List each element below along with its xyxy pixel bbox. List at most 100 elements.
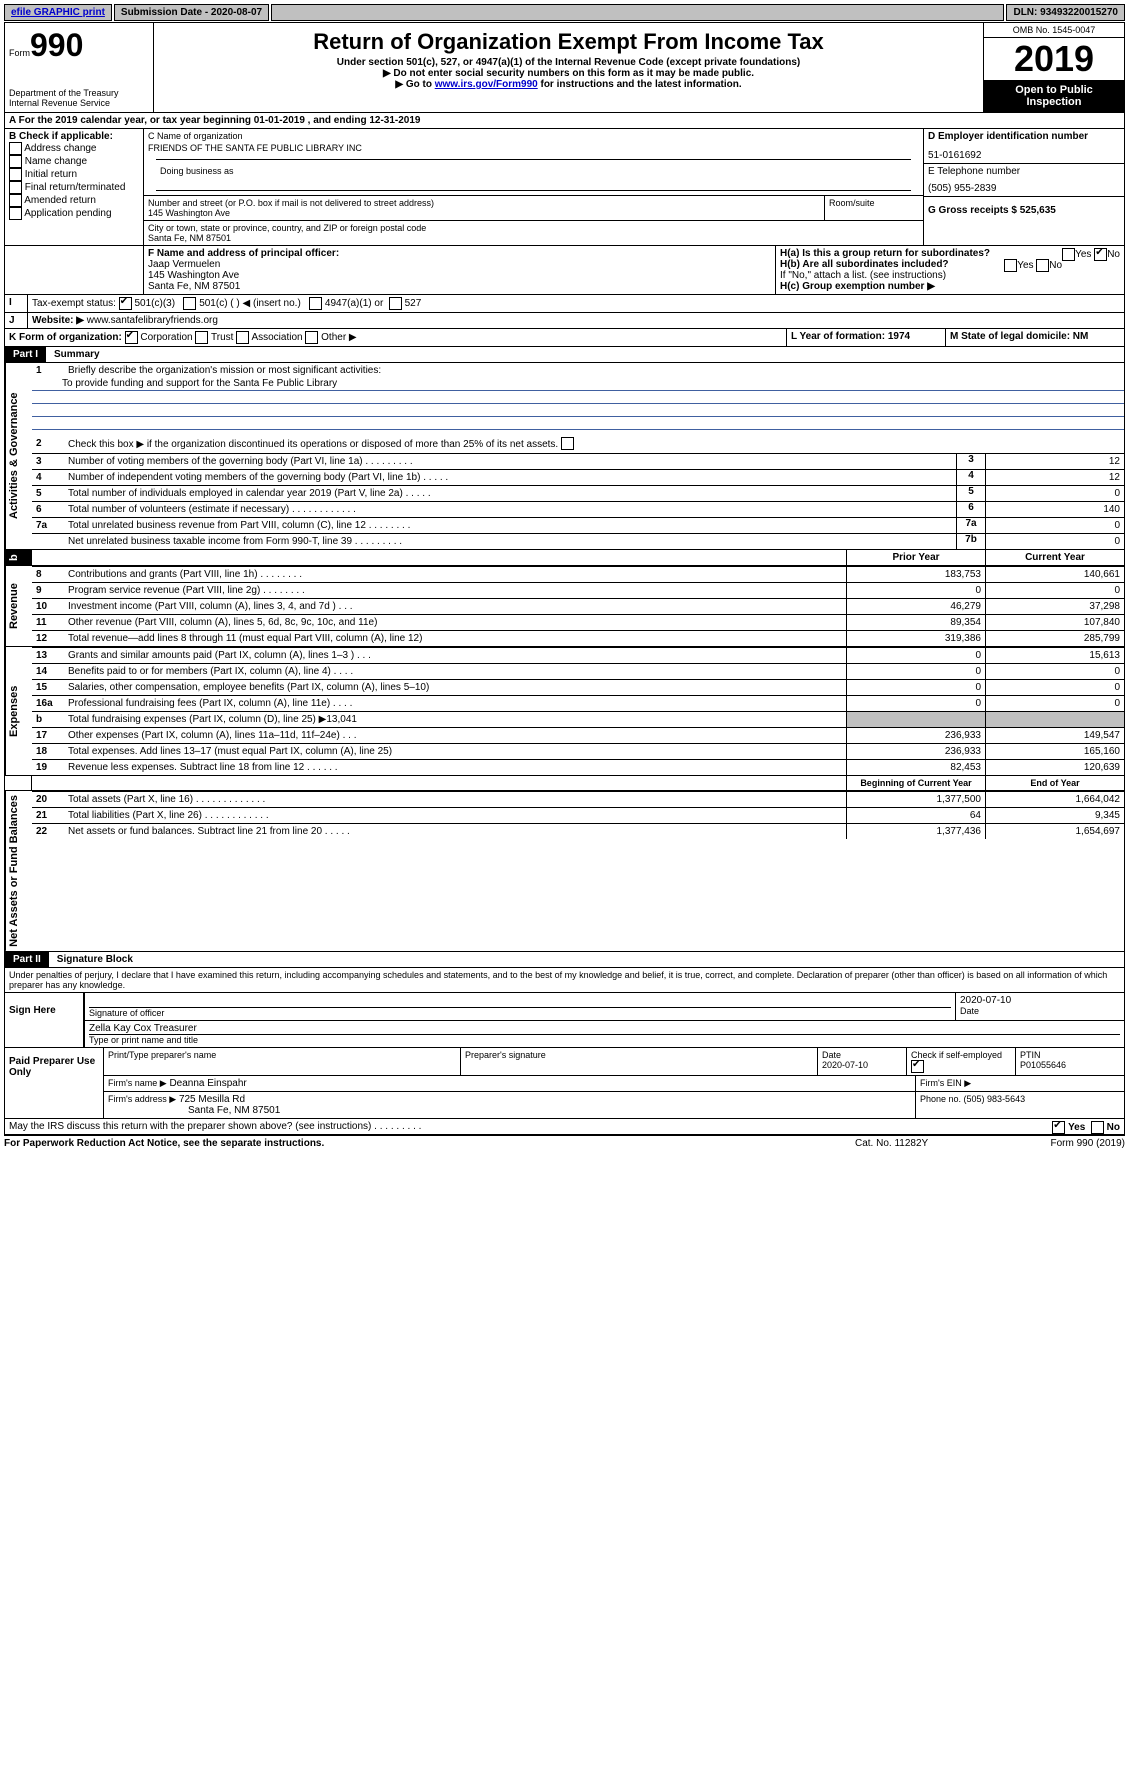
date-label: Date bbox=[960, 1006, 1120, 1016]
declaration: Under penalties of perjury, I declare th… bbox=[4, 968, 1125, 993]
website-label: Website: ▶ bbox=[32, 315, 84, 326]
discuss-yes-checkbox[interactable] bbox=[1052, 1121, 1065, 1134]
data-row: 21Total liabilities (Part X, line 26) . … bbox=[32, 807, 1124, 823]
boxb-option: Name change bbox=[9, 155, 139, 168]
paid-preparer-block: Paid Preparer Use Only Print/Type prepar… bbox=[4, 1048, 1125, 1119]
line-i: I Tax-exempt status: 501(c)(3) 501(c) ( … bbox=[4, 295, 1125, 313]
boxb-checkbox[interactable] bbox=[9, 207, 22, 220]
ha-label: H(a) Is this a group return for subordin… bbox=[780, 248, 990, 259]
expenses-block: Expenses 13Grants and similar amounts pa… bbox=[4, 647, 1125, 776]
efile-print-button[interactable]: efile GRAPHIC print bbox=[4, 4, 112, 21]
4947-checkbox[interactable] bbox=[309, 297, 322, 310]
form-no-footer: Form 990 (2019) bbox=[1005, 1138, 1125, 1149]
boxb-checkbox[interactable] bbox=[9, 142, 22, 155]
data-row: 19Revenue less expenses. Subtract line 1… bbox=[32, 759, 1124, 775]
col-prior: Prior Year bbox=[846, 550, 985, 565]
k-assoc-checkbox[interactable] bbox=[236, 331, 249, 344]
dln-label: DLN: 93493220015270 bbox=[1006, 4, 1125, 21]
form-label-box: Form990 Department of the Treasury Inter… bbox=[5, 23, 154, 112]
summary-line: 3Number of voting members of the governi… bbox=[32, 453, 1124, 469]
section-governance: Activities & Governance bbox=[5, 363, 32, 549]
501c-checkbox[interactable] bbox=[183, 297, 196, 310]
discuss-no-checkbox[interactable] bbox=[1091, 1121, 1104, 1134]
box-deg: D Employer identification number 51-0161… bbox=[924, 129, 1124, 245]
addr-val: 145 Washington Ave bbox=[148, 208, 820, 218]
yes-label: Yes bbox=[1075, 249, 1091, 260]
self-employed-checkbox[interactable] bbox=[911, 1060, 924, 1073]
data-row: 12Total revenue—add lines 8 through 11 (… bbox=[32, 630, 1124, 646]
part2-title: Part II bbox=[5, 952, 49, 967]
paid-preparer-label: Paid Preparer Use Only bbox=[5, 1048, 103, 1118]
prep-date-label: Date bbox=[822, 1050, 902, 1060]
data-row: 11Other revenue (Part VIII, column (A), … bbox=[32, 614, 1124, 630]
box-e-label: E Telephone number bbox=[928, 166, 1120, 177]
hb-yes-checkbox[interactable] bbox=[1004, 259, 1017, 272]
boxb-checkbox[interactable] bbox=[9, 181, 22, 194]
paperwork-notice: For Paperwork Reduction Act Notice, see … bbox=[4, 1138, 855, 1149]
boxb-checkbox[interactable] bbox=[9, 194, 22, 207]
l2-checkbox[interactable] bbox=[561, 437, 574, 450]
boxb-option: Address change bbox=[9, 142, 139, 155]
sub3-post: for instructions and the latest informat… bbox=[538, 79, 742, 90]
footer: For Paperwork Reduction Act Notice, see … bbox=[4, 1135, 1125, 1151]
cat-no: Cat. No. 11282Y bbox=[855, 1138, 1005, 1149]
data-row: 17Other expenses (Part IX, column (A), l… bbox=[32, 727, 1124, 743]
part2-heading: Signature Block bbox=[49, 954, 133, 965]
mission-line2 bbox=[32, 391, 1124, 404]
k-corp-checkbox[interactable] bbox=[125, 331, 138, 344]
submission-date: Submission Date - 2020-08-07 bbox=[114, 4, 269, 21]
data-row: 15Salaries, other compensation, employee… bbox=[32, 679, 1124, 695]
line-a-text: A For the 2019 calendar year, or tax yea… bbox=[5, 113, 1124, 128]
fh-block: F Name and address of principal officer:… bbox=[4, 246, 1125, 295]
part2-header: Part II Signature Block bbox=[4, 952, 1125, 968]
part1-heading: Summary bbox=[46, 349, 100, 360]
part1-columns-header: b Prior Year Current Year bbox=[4, 550, 1125, 566]
data-row: 16aProfessional fundraising fees (Part I… bbox=[32, 695, 1124, 711]
hc-label: H(c) Group exemption number ▶ bbox=[780, 281, 1120, 292]
subtitle2: ▶ Do not enter social security numbers o… bbox=[158, 68, 979, 79]
may-discuss: May the IRS discuss this return with the… bbox=[9, 1121, 421, 1132]
box-g-label: G Gross receipts $ 525,635 bbox=[928, 205, 1120, 216]
box-l: L Year of formation: 1974 bbox=[791, 331, 910, 342]
501c3-checkbox[interactable] bbox=[119, 297, 132, 310]
open-public-badge: Open to Public Inspection bbox=[984, 80, 1124, 112]
no-label2: No bbox=[1049, 260, 1062, 271]
revenue-block: Revenue 8Contributions and grants (Part … bbox=[4, 566, 1125, 647]
summary-line: 5Total number of individuals employed in… bbox=[32, 485, 1124, 501]
mission-line3 bbox=[32, 404, 1124, 417]
form990-link[interactable]: www.irs.gov/Form990 bbox=[435, 79, 538, 90]
summary-line: 7aTotal unrelated business revenue from … bbox=[32, 517, 1124, 533]
boxb-checkbox[interactable] bbox=[9, 168, 22, 181]
hb-label: H(b) Are all subordinates included? bbox=[780, 259, 949, 270]
ein-val: 51-0161692 bbox=[928, 150, 1120, 161]
discuss-yes: Yes bbox=[1068, 1122, 1085, 1133]
boxb-checkbox[interactable] bbox=[9, 155, 22, 168]
k-other-checkbox[interactable] bbox=[305, 331, 318, 344]
527-checkbox[interactable] bbox=[389, 297, 402, 310]
a1-label: 4947(a)(1) or bbox=[325, 298, 383, 309]
boxb-option: Initial return bbox=[9, 168, 139, 181]
firm-ein-label: Firm's EIN ▶ bbox=[915, 1076, 1124, 1091]
form-number: 990 bbox=[30, 27, 83, 63]
prep-sig-label: Preparer's signature bbox=[460, 1048, 817, 1075]
firm-city: Santa Fe, NM 87501 bbox=[108, 1105, 911, 1116]
ha-no-checkbox[interactable] bbox=[1094, 248, 1107, 261]
data-row: 10Investment income (Part VIII, column (… bbox=[32, 598, 1124, 614]
k-trust-checkbox[interactable] bbox=[195, 331, 208, 344]
ha-yes-checkbox[interactable] bbox=[1062, 248, 1075, 261]
mission-line4 bbox=[32, 417, 1124, 430]
officer-addr: 145 Washington Ave bbox=[148, 270, 771, 281]
data-row: 14Benefits paid to or for members (Part … bbox=[32, 663, 1124, 679]
k-corp: Corporation bbox=[140, 332, 192, 343]
col-end: End of Year bbox=[985, 776, 1124, 790]
header-title-box: Return of Organization Exempt From Incom… bbox=[154, 23, 983, 112]
sig-date1: 2020-07-10 bbox=[960, 995, 1120, 1006]
room-label: Room/suite bbox=[824, 196, 923, 220]
l1-text: Briefly describe the organization's miss… bbox=[64, 363, 1124, 378]
sub3-pre: ▶ Go to bbox=[395, 79, 434, 90]
col-curr: Current Year bbox=[985, 550, 1124, 565]
top-bar: efile GRAPHIC print Submission Date - 20… bbox=[4, 4, 1125, 21]
boxb-option: Final return/terminated bbox=[9, 181, 139, 194]
taxexempt-label: Tax-exempt status: bbox=[32, 298, 116, 309]
hb-no-checkbox[interactable] bbox=[1036, 259, 1049, 272]
